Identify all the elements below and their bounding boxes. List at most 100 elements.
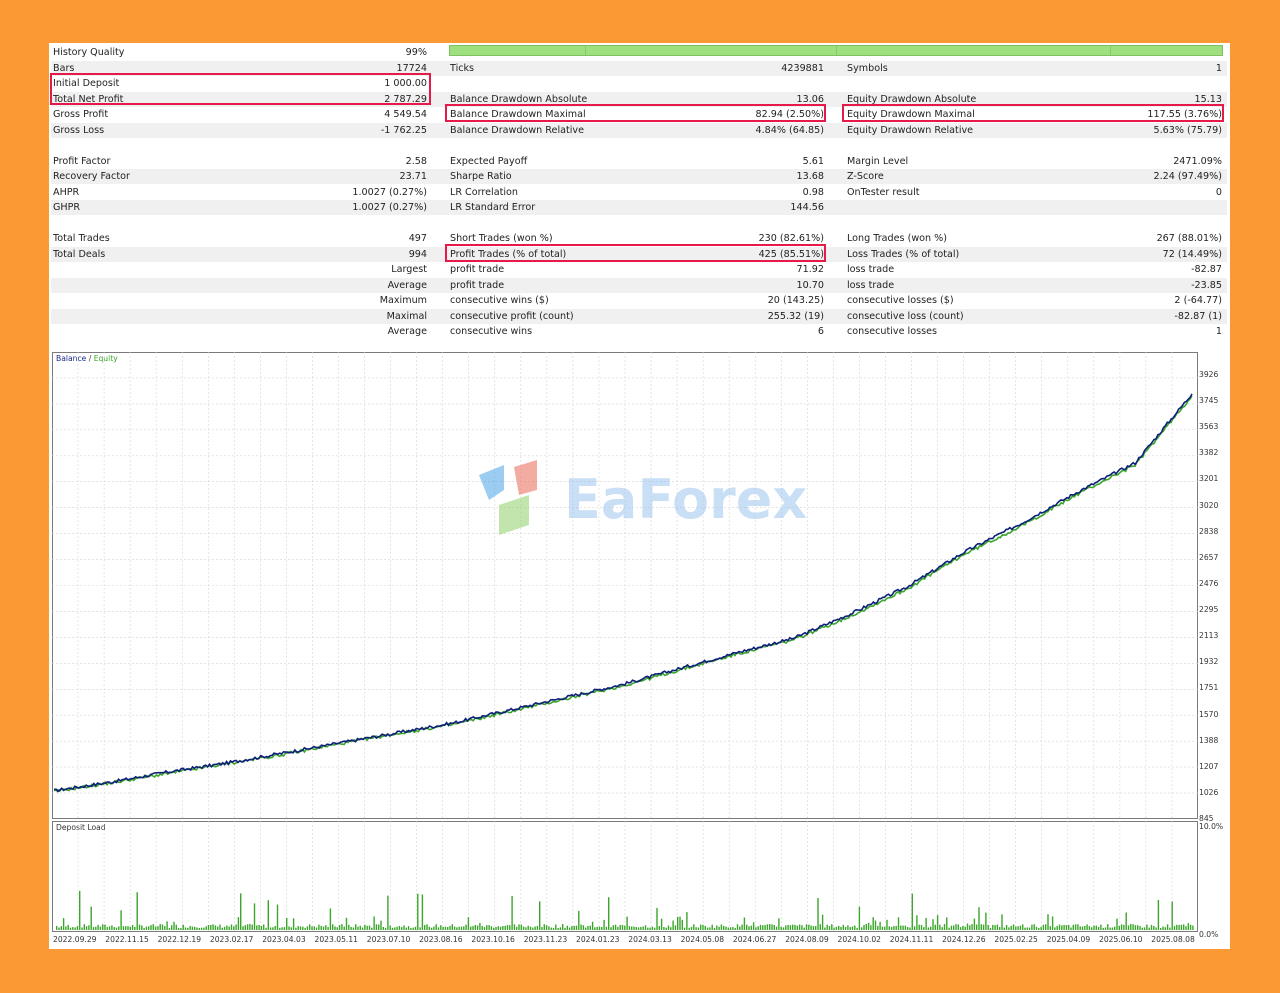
load-bar xyxy=(564,927,566,930)
load-bar xyxy=(762,925,764,930)
load-bar xyxy=(978,907,980,930)
load-bar xyxy=(518,924,520,930)
load-bar xyxy=(603,919,605,930)
load-bar xyxy=(835,926,838,930)
load-bar xyxy=(207,925,210,930)
load-bar xyxy=(959,927,962,930)
load-bar xyxy=(838,925,840,930)
load-bar xyxy=(973,918,976,930)
load-bar xyxy=(72,927,74,930)
y-tick-label: 2657 xyxy=(1199,552,1219,562)
x-date-label: 2024.10.02 xyxy=(837,935,881,944)
load-bar xyxy=(631,926,633,930)
load-bar xyxy=(286,918,288,930)
col2-label: Balance Drawdown Relative xyxy=(450,124,584,136)
load-bar xyxy=(456,927,458,930)
x-date-label: 2023.11.23 xyxy=(523,935,568,944)
col1-value xyxy=(287,138,427,153)
load-bar xyxy=(785,925,787,930)
load-bar xyxy=(1015,926,1017,930)
load-bar xyxy=(230,924,233,930)
load-bar xyxy=(306,926,309,930)
load-bar xyxy=(161,924,164,930)
load-bar xyxy=(637,927,640,930)
load-bar xyxy=(1111,927,1114,930)
load-bar xyxy=(198,928,200,930)
load-bar xyxy=(541,927,543,930)
load-bar xyxy=(396,926,398,930)
quality-bar-separator xyxy=(836,46,837,55)
load-bar xyxy=(235,924,237,930)
col3-value: 267 (88.01%) xyxy=(1156,233,1222,244)
load-bar xyxy=(950,925,953,930)
load-bar xyxy=(895,925,897,930)
load-bar xyxy=(1072,924,1074,930)
load-bar xyxy=(1038,928,1040,930)
load-bar xyxy=(295,927,297,930)
col3-value: 1 xyxy=(1215,326,1222,337)
load-bar xyxy=(568,927,571,930)
load-bar xyxy=(1091,927,1093,930)
load-bar xyxy=(345,917,348,930)
y-tick-label: 3201 xyxy=(1199,474,1219,484)
load-bar xyxy=(244,925,246,930)
report-row: Average consecutive wins 6 consecutive loss… xyxy=(51,324,1227,339)
load-bar xyxy=(943,924,946,930)
load-bar xyxy=(74,927,76,930)
load-bar xyxy=(1081,926,1084,930)
load-bar xyxy=(378,924,380,930)
col1-label: Average xyxy=(387,326,427,337)
load-bar xyxy=(108,926,111,930)
load-bar xyxy=(884,926,886,930)
y-tick-label: 1388 xyxy=(1199,735,1219,745)
load-bar xyxy=(1155,927,1157,930)
load-bar xyxy=(1160,928,1162,930)
report-row: Maximum consecutive wins ($) 20 (143.25) co… xyxy=(51,293,1227,308)
load-bar xyxy=(718,926,720,930)
col3-value xyxy=(1082,138,1222,153)
col2-label: Sharpe Ratio xyxy=(450,171,512,182)
load-bar xyxy=(677,916,679,930)
load-bar xyxy=(212,924,214,930)
load-bar xyxy=(642,926,644,930)
load-bar xyxy=(1070,927,1072,930)
load-bar xyxy=(157,926,159,930)
col2-value: 20 (143.25) xyxy=(767,295,824,306)
load-bar xyxy=(1054,927,1056,930)
load-bar xyxy=(999,927,1001,930)
load-bar xyxy=(930,926,932,930)
load-bar xyxy=(596,926,598,930)
load-bar xyxy=(545,925,548,930)
load-bar xyxy=(62,918,65,930)
col3-label xyxy=(847,138,1107,153)
load-bar xyxy=(242,926,244,930)
x-date-label: 2024.03.13 xyxy=(628,935,672,944)
y-tick-label: 1207 xyxy=(1199,761,1219,771)
load-bar xyxy=(433,926,435,930)
load-bar xyxy=(194,926,196,930)
load-bar xyxy=(628,926,631,930)
load-bar xyxy=(1107,924,1109,930)
load-bar xyxy=(131,925,134,930)
load-bar xyxy=(479,922,481,930)
load-bar xyxy=(810,925,812,930)
load-bar xyxy=(994,925,996,930)
load-bar xyxy=(985,912,987,930)
load-bar xyxy=(1028,927,1031,930)
report-row xyxy=(51,138,1227,153)
load-bar xyxy=(539,901,541,930)
load-bar xyxy=(417,893,419,930)
load-bar xyxy=(647,927,649,930)
load-bar xyxy=(92,927,95,930)
load-bar xyxy=(1130,924,1132,930)
x-date-label: 2023.07.10 xyxy=(366,935,411,944)
report-row: GHPR 1.0027 (0.27%) LR Standard Error 144.5… xyxy=(51,200,1227,215)
load-bar xyxy=(746,924,748,930)
load-bar xyxy=(304,927,306,930)
col1-label: Total Trades xyxy=(53,233,110,244)
load-bar xyxy=(1125,912,1127,930)
col2-label xyxy=(450,216,710,231)
load-bar xyxy=(389,925,391,930)
col3-label: Symbols xyxy=(847,62,888,74)
x-date-label: 2024.06.27 xyxy=(732,935,777,944)
